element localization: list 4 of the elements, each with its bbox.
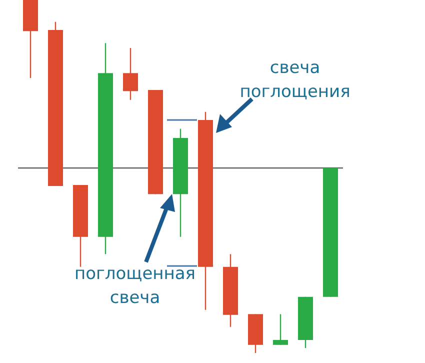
candlestick [123,47,138,100]
annotation: свеча поглощения [240,58,350,102]
annotation: поглощенная свеча [74,264,196,308]
candlestick [273,314,288,346]
